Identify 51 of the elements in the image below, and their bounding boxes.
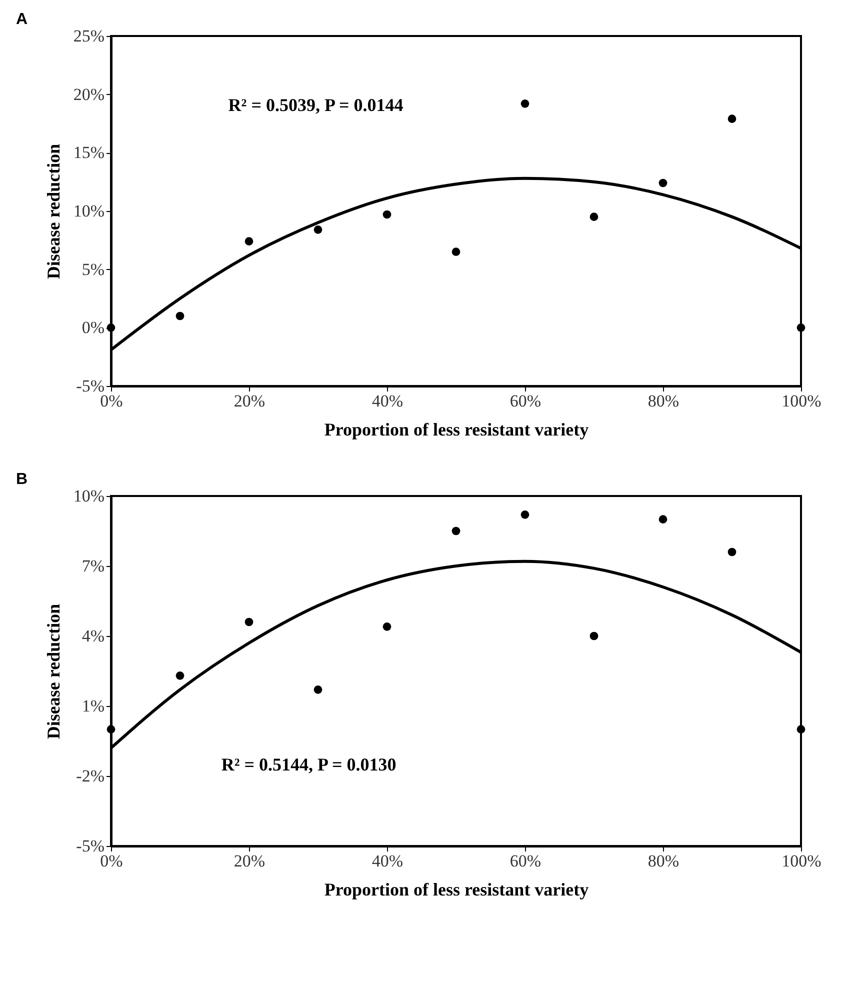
point [244, 237, 254, 246]
point [314, 685, 322, 694]
x-tick-label: 100% [782, 852, 822, 870]
x-tick-label: 100% [782, 392, 822, 410]
chart-title: B [16, 471, 28, 488]
point [176, 312, 184, 320]
point [590, 212, 598, 222]
point [106, 725, 116, 734]
x-tick-label: 80% [648, 852, 680, 870]
point [382, 622, 392, 631]
point [796, 725, 806, 734]
y-tick-label: 1% [82, 696, 104, 716]
x-tick-label: 40% [372, 392, 404, 410]
point [658, 178, 668, 188]
y-tick-label: 7% [82, 556, 104, 576]
y-tick-label: 25% [73, 26, 104, 46]
y-axis-title: Disease reduction [43, 144, 64, 280]
x-tick-label: 20% [234, 852, 266, 870]
x-tick-label: 40% [372, 852, 404, 870]
y-tick-label: 20% [73, 84, 104, 104]
annotation: R² = 0.5144, P = 0.0130 [221, 754, 396, 774]
y-tick-label: -2% [76, 766, 104, 786]
x-tick-label: 20% [234, 392, 266, 410]
point [728, 548, 736, 556]
point [452, 248, 460, 256]
point [176, 671, 184, 680]
point [314, 225, 322, 234]
x-axis-title: Proportion of less resistant variety [324, 420, 589, 440]
point [590, 632, 598, 640]
x-tick-label: 60% [510, 392, 542, 410]
x-tick-label: 60% [510, 852, 542, 870]
chart-title: A [16, 11, 28, 28]
y-tick-label: 10% [73, 202, 104, 220]
point [244, 618, 254, 626]
y-tick-label: 0% [82, 318, 104, 338]
point [452, 526, 460, 536]
point [382, 210, 392, 219]
point [728, 114, 736, 124]
annotation: R² = 0.5039, P = 0.0144 [228, 95, 404, 115]
point [106, 323, 116, 332]
point [796, 323, 806, 332]
point [520, 510, 530, 519]
point [520, 99, 530, 108]
y-tick-label: 4% [82, 626, 104, 646]
point [658, 515, 668, 524]
y-axis-title: Disease reduction [43, 604, 64, 740]
y-tick-label: 15% [73, 143, 104, 162]
y-tick-label: 5% [82, 260, 104, 279]
x-axis-title: Proportion of less resistant variety [324, 880, 589, 900]
y-tick-label: 10% [73, 486, 104, 506]
x-tick-label: 80% [648, 392, 680, 410]
